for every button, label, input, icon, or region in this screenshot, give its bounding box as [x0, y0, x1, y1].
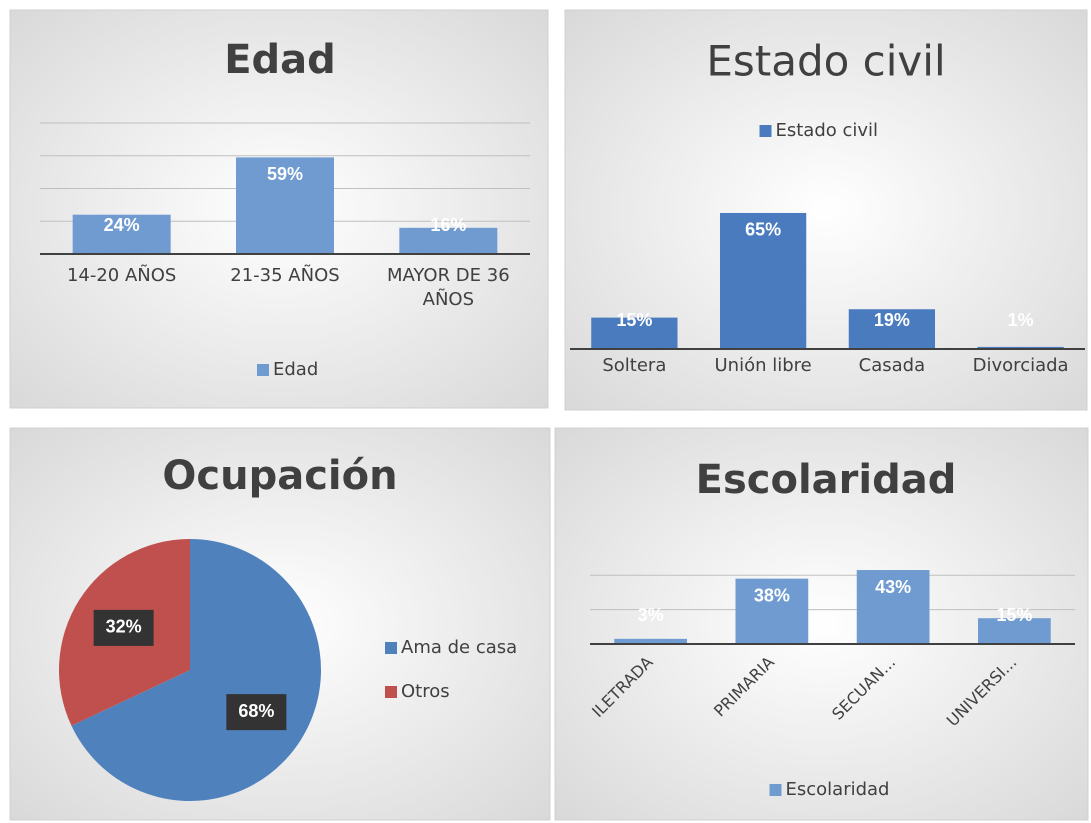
legend-label: Estado civil [776, 120, 879, 141]
data-label-box [226, 694, 287, 731]
data-label: 65% [745, 220, 781, 240]
x-tick-label-box: 21-35 AÑOS [230, 265, 340, 286]
data-label: 43% [875, 577, 911, 597]
data-label-box [93, 609, 154, 646]
x-tick-label-box: Soltera [602, 355, 667, 376]
legend-swatch [257, 364, 269, 376]
x-tick-label: Divorciada [972, 355, 1069, 376]
data-label: 59% [267, 164, 303, 184]
bar [591, 317, 678, 349]
data-label: 32% [106, 617, 142, 637]
data-label: 68% [238, 701, 274, 721]
x-tick-label-box: Divorciada [972, 355, 1069, 376]
bar [72, 214, 171, 254]
x-tick-label-box: Casada [858, 355, 926, 376]
x-tick-label: Soltera [602, 355, 667, 376]
legend-label: Edad [273, 359, 318, 380]
data-label: 1% [1008, 310, 1034, 330]
legend-label: Ama de casa [401, 637, 517, 658]
pie-slice [71, 539, 322, 801]
bar [735, 578, 809, 644]
chart-title: Escolaridad [696, 457, 957, 503]
x-tick-label-box: Unión libre [714, 355, 812, 376]
x-tick-label: Unión libre [714, 355, 812, 376]
data-label: 3% [638, 605, 664, 625]
data-label: 24% [104, 215, 140, 235]
legend-swatch [385, 642, 397, 654]
legend-label: Otros [401, 681, 450, 702]
x-tick-label-box: MAYOR DE 36 AÑOS [386, 265, 510, 310]
chart-title: Edad [224, 37, 336, 83]
x-tick-label: 14-20 AÑOS [66, 265, 177, 286]
chart-title: Estado civil [706, 37, 945, 86]
data-label: 16% [430, 215, 466, 235]
data-label: 19% [874, 310, 910, 330]
bar [399, 227, 498, 254]
bar [848, 309, 936, 349]
data-label: 15% [616, 310, 652, 330]
x-tick-label: MAYOR DE 36 AÑOS [386, 265, 510, 310]
x-tick-label: 21-35 AÑOS [230, 265, 340, 286]
x-tick-label-box: 14-20 AÑOS [66, 265, 177, 286]
legend-swatch [769, 784, 782, 796]
bar [977, 346, 1064, 349]
bar [614, 638, 687, 644]
bar [236, 157, 334, 254]
bar [719, 212, 807, 349]
legend-swatch [385, 686, 397, 698]
chart-title: Ocupación [162, 453, 397, 499]
bar [856, 570, 930, 644]
data-label: 38% [754, 585, 790, 605]
data-label: 15% [996, 605, 1032, 625]
bar [978, 618, 1051, 644]
legend-label: Escolaridad [786, 779, 890, 800]
legend-swatch [759, 125, 772, 137]
x-tick-label: Casada [858, 355, 926, 376]
